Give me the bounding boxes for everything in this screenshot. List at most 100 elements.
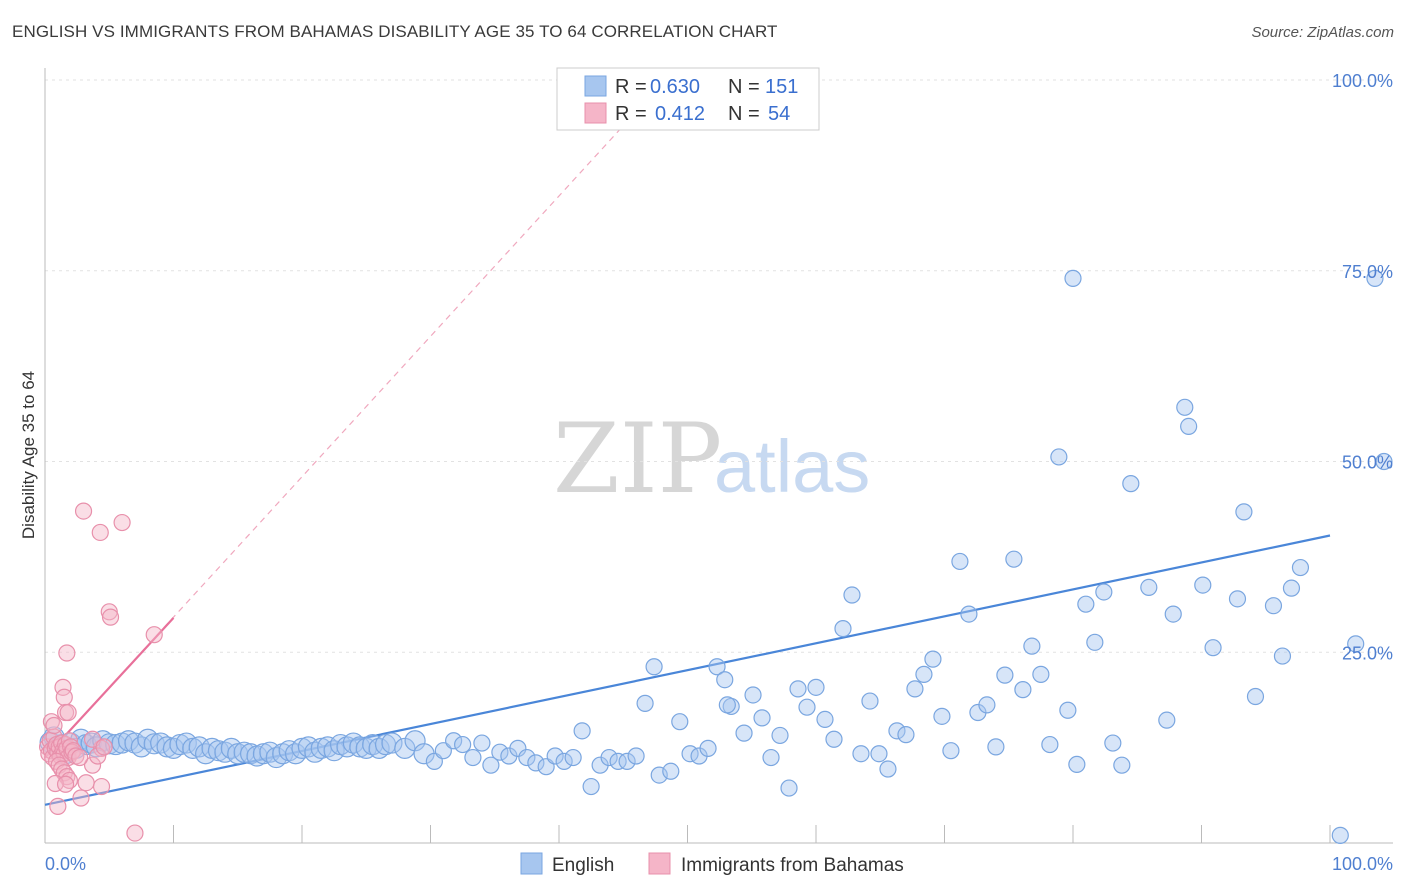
- point-english-46: [317, 736, 339, 758]
- point-english-87: [671, 713, 689, 731]
- point-english-44: [304, 741, 326, 763]
- y-tick-label-75: 75.0%: [1342, 262, 1393, 282]
- point-english-16: [124, 732, 146, 754]
- point-english-131: [1059, 701, 1077, 719]
- point-english-140: [1140, 578, 1158, 596]
- point-bahamas-23: [45, 716, 63, 735]
- point-english-64: [464, 748, 482, 767]
- stats-legend-r-value-english: 0.630: [650, 76, 700, 98]
- point-english-63: [454, 735, 472, 754]
- point-english-82: [627, 747, 645, 765]
- point-english-141: [1158, 711, 1176, 729]
- point-english-132: [1064, 269, 1082, 287]
- point-english-98: [762, 748, 780, 767]
- gridlines: [45, 79, 1393, 653]
- point-english-149: [1246, 687, 1265, 706]
- point-english-54: [368, 737, 390, 759]
- x-tick-label-max: 100.0%: [1332, 854, 1393, 874]
- watermark-atlas: atlas: [714, 425, 870, 508]
- bottom-legend-label-bahamas: Immigrants from Bahamas: [681, 855, 904, 876]
- trend-line-english: [44, 534, 1331, 806]
- point-english-13: [105, 733, 127, 756]
- point-english-103: [807, 678, 825, 696]
- scatter-points: [38, 269, 1393, 844]
- point-english-25: [182, 737, 204, 759]
- point-english-111: [879, 760, 897, 778]
- point-english-117: [933, 707, 951, 725]
- point-bahamas-35: [55, 688, 73, 706]
- point-english-139: [1122, 475, 1140, 493]
- point-english-136: [1095, 583, 1113, 601]
- point-english-77: [582, 777, 600, 796]
- stats-legend-n-label-english: N =: [728, 76, 760, 98]
- point-english-86: [662, 762, 680, 780]
- stats-legend-r-label-bahamas: R =: [615, 103, 647, 125]
- point-english-146: [1204, 639, 1222, 657]
- point-english-142: [1164, 605, 1182, 623]
- point-english-90: [699, 739, 717, 757]
- point-english-157: [1375, 452, 1393, 471]
- watermark-zip: ZIP: [553, 403, 722, 515]
- point-english-79: [600, 748, 618, 767]
- point-english-61: [434, 742, 452, 760]
- point-english-106: [834, 619, 852, 638]
- point-english-125: [1005, 550, 1023, 568]
- point-english-94: [718, 696, 736, 714]
- point-english-108: [852, 745, 870, 763]
- point-english-147: [1228, 590, 1247, 608]
- point-english-137: [1104, 734, 1122, 752]
- point-english-127: [1023, 637, 1041, 655]
- point-english-112: [888, 722, 906, 740]
- point-english-155: [1331, 826, 1349, 844]
- point-english-53: [362, 733, 384, 756]
- point-english-145: [1194, 576, 1212, 594]
- point-english-74: [555, 752, 573, 770]
- point-english-118: [942, 742, 960, 760]
- bottom-legend: English Immigrants from Bahamas: [520, 852, 904, 876]
- point-bahamas-37: [58, 644, 76, 662]
- stats-legend-swatch-english: [584, 75, 607, 97]
- point-bahamas-39: [74, 502, 93, 520]
- point-english-115: [915, 665, 933, 683]
- point-english-51: [349, 736, 371, 758]
- stats-legend-n-value-bahamas: 54: [768, 103, 790, 125]
- point-english-124: [996, 666, 1014, 684]
- point-english-33: [233, 741, 255, 763]
- point-english-75: [564, 748, 582, 767]
- point-bahamas-46: [83, 756, 102, 774]
- bottom-legend-swatch-bahamas: [648, 852, 671, 875]
- bottom-legend-swatch-english: [520, 852, 543, 875]
- point-bahamas-44: [145, 626, 163, 644]
- point-english-97: [753, 709, 771, 727]
- point-english-70: [518, 748, 536, 767]
- point-english-69: [509, 739, 527, 757]
- point-english-66: [482, 756, 500, 774]
- y-tick-label-50: 50.0%: [1342, 453, 1393, 473]
- chart-title: ENGLISH VS IMMIGRANTS FROM BAHAMAS DISAB…: [12, 22, 778, 41]
- stats-legend-n-label-bahamas: N =: [728, 103, 760, 125]
- point-english-126: [1014, 681, 1032, 699]
- point-english-95: [735, 724, 753, 742]
- point-english-152: [1282, 579, 1301, 597]
- point-english-96: [744, 686, 762, 704]
- chart-source: Source: ZipAtlas.com: [1251, 24, 1394, 41]
- point-english-47: [323, 740, 345, 762]
- point-english-133: [1068, 755, 1086, 774]
- point-english-154: [1347, 635, 1365, 653]
- bottom-legend-label-english: English: [552, 855, 614, 876]
- point-bahamas-31: [56, 775, 75, 793]
- stats-legend: R = 0.630 N = 151 R = 0.412 N = 54: [556, 67, 820, 131]
- point-english-42: [291, 737, 313, 759]
- point-english-109: [861, 692, 879, 710]
- point-english-128: [1032, 665, 1050, 683]
- point-english-156: [1366, 269, 1384, 287]
- point-english-80: [609, 752, 627, 770]
- point-english-153: [1291, 558, 1310, 577]
- point-bahamas-47: [89, 747, 107, 765]
- axes: [44, 68, 1393, 844]
- point-english-67: [491, 743, 509, 761]
- point-english-83: [636, 694, 654, 712]
- point-english-129: [1041, 735, 1059, 754]
- point-english-144: [1180, 417, 1198, 436]
